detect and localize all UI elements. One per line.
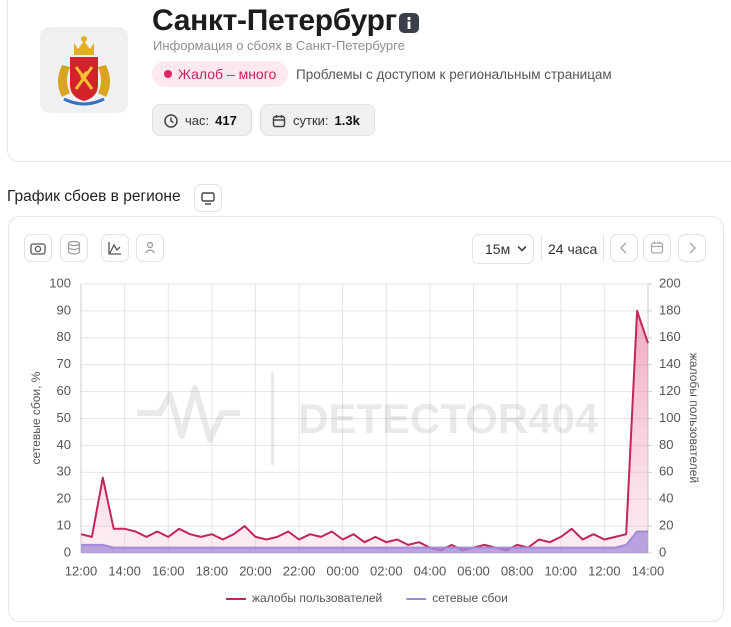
x-tick-label: 04:00 xyxy=(414,563,447,578)
legend-label: сетевые сбои xyxy=(432,591,508,605)
section-title: График сбоев в регионе xyxy=(7,188,181,205)
problem-text: Проблемы с доступом к региональным стран… xyxy=(296,67,612,82)
y-tick-label: 0 xyxy=(64,544,71,559)
clock-icon xyxy=(164,114,178,128)
chevron-right xyxy=(689,242,697,254)
interval-select[interactable]: 15м xyxy=(472,234,534,264)
stat-label: час: xyxy=(185,113,210,128)
x-tick-label: 18:00 xyxy=(196,563,229,578)
y2-tick-label: 60 xyxy=(659,464,673,479)
y2-tick-label: 80 xyxy=(659,437,673,452)
coat-of-arms xyxy=(58,36,110,106)
stat-day: сутки: 1.3k xyxy=(260,104,375,136)
camera-icon xyxy=(30,243,46,255)
user-button[interactable] xyxy=(136,234,164,262)
x-tick-label: 02:00 xyxy=(370,563,403,578)
area-icon xyxy=(108,242,121,255)
chevron-down xyxy=(517,245,527,252)
period-text: 24 часа xyxy=(548,241,598,257)
x-tick-label: 14:00 xyxy=(108,563,141,578)
y2-tick-label: 160 xyxy=(659,329,681,344)
y2-tick-label: 120 xyxy=(659,383,681,398)
x-tick-label: 06:00 xyxy=(457,563,490,578)
y-tick-label: 50 xyxy=(57,410,71,425)
y2-tick-label: 20 xyxy=(659,518,673,533)
next-button[interactable] xyxy=(678,234,706,262)
calendar-button[interactable] xyxy=(643,234,671,262)
watermark-logo xyxy=(137,372,274,465)
y-tick-label: 80 xyxy=(57,329,71,344)
series-line xyxy=(81,530,648,549)
calendar-icon xyxy=(650,241,664,254)
user-icon xyxy=(145,241,155,254)
info-icon[interactable] xyxy=(399,13,419,33)
y2-axis-title: жалобы пользователей xyxy=(687,353,701,483)
stat-value: 417 xyxy=(215,113,237,128)
x-tick-label: 10:00 xyxy=(544,563,577,578)
y-tick-label: 70 xyxy=(57,356,71,371)
y2-tick-label: 40 xyxy=(659,491,673,506)
area-button[interactable] xyxy=(101,234,129,262)
x-tick-label: 22:00 xyxy=(283,563,316,578)
x-tick-label: 08:00 xyxy=(501,563,534,578)
y-tick-label: 20 xyxy=(57,491,71,506)
y-tick-label: 30 xyxy=(57,464,71,479)
region-subtitle: Информация о сбоях в Санкт-Петербурге xyxy=(153,38,405,53)
x-tick-label: 12:00 xyxy=(588,563,621,578)
y-tick-label: 40 xyxy=(57,437,71,452)
x-tick-label: 14:00 xyxy=(632,563,665,578)
x-tick-label: 00:00 xyxy=(326,563,359,578)
stat-value: 1.3k xyxy=(334,113,360,128)
y2-tick-label: 0 xyxy=(659,544,666,559)
y-tick-label: 90 xyxy=(57,302,71,317)
region-title: Санкт-Петербург xyxy=(152,4,397,37)
prev-button[interactable] xyxy=(610,234,638,262)
x-tick-label: 20:00 xyxy=(239,563,272,578)
x-tick-label: 12:00 xyxy=(65,563,98,578)
y-tick-label: 10 xyxy=(57,518,71,533)
y-tick-label: 60 xyxy=(57,383,71,398)
series-line xyxy=(80,309,649,552)
y2-tick-label: 140 xyxy=(659,356,681,371)
y-axis-title: сетевые сбои, % xyxy=(29,371,43,464)
status-badge: Жалоб – много xyxy=(152,61,289,87)
calendar-icon xyxy=(272,115,286,128)
watermark: DETECTOR404 xyxy=(298,395,599,442)
region-logo xyxy=(40,27,128,113)
y-tick-label: 100 xyxy=(49,275,71,290)
y2-tick-label: 100 xyxy=(659,410,681,425)
divider xyxy=(603,234,604,262)
y2-tick-label: 200 xyxy=(659,275,681,290)
legend-label: жалобы пользователей xyxy=(252,591,382,605)
database-icon xyxy=(67,240,81,255)
divider xyxy=(541,234,542,262)
x-tick-label: 16:00 xyxy=(152,563,185,578)
stat-hour: час: 417 xyxy=(152,104,252,136)
monitor-icon xyxy=(201,192,215,205)
y2-tick-label: 180 xyxy=(659,302,681,317)
chevron-left xyxy=(619,242,627,254)
camera-button[interactable] xyxy=(24,234,52,262)
interval-value: 15м xyxy=(485,241,511,257)
fullscreen-button[interactable] xyxy=(194,184,222,212)
data-button[interactable] xyxy=(60,234,88,262)
stat-label: сутки: xyxy=(293,113,329,128)
